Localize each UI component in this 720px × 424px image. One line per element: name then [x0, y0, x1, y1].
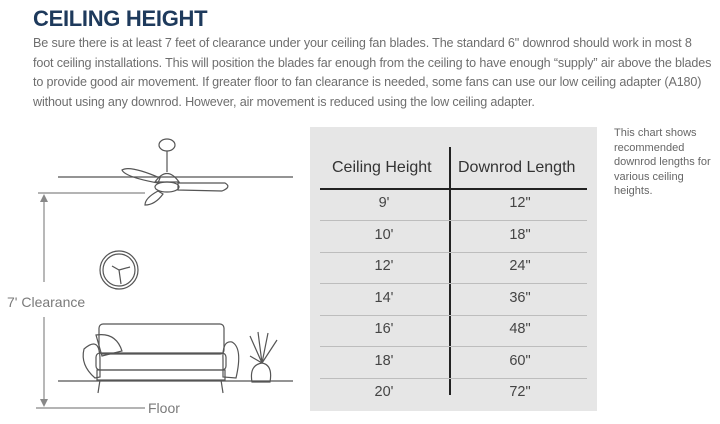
- intro-paragraph: Be sure there is at least 7 feet of clea…: [33, 36, 712, 109]
- cell-downrod-length: 18": [509, 226, 531, 243]
- row-divider: [320, 283, 587, 284]
- clearance-label: 7' Clearance: [7, 294, 86, 310]
- cell-downrod-length: 60": [509, 352, 531, 369]
- cell-ceiling-height: 20': [374, 384, 394, 400]
- row-divider: [320, 377, 587, 379]
- page-title: CEILING HEIGHT: [33, 6, 208, 31]
- room-diagram: [36, 138, 293, 409]
- floor-label: Floor: [148, 400, 180, 416]
- cell-ceiling-height: 12': [374, 258, 394, 274]
- cell-downrod-length: 12": [509, 195, 531, 211]
- downrod-table: Ceiling Height Downrod Length 9' 12" 10' 18…: [310, 127, 597, 411]
- row-divider: [320, 251, 587, 253]
- cell-ceiling-height: 10': [374, 226, 394, 243]
- ceiling-fan-icon: [121, 138, 229, 206]
- cell-downrod-length: 48": [509, 321, 531, 337]
- header-ceiling-height: Ceiling Height: [332, 159, 432, 176]
- row-divider: [320, 346, 587, 347]
- cell-downrod-length: 72": [509, 384, 531, 400]
- row-divider: [320, 220, 587, 221]
- cell-ceiling-height: 18': [374, 352, 394, 369]
- header-divider: [320, 188, 587, 190]
- row-divider: [320, 314, 587, 316]
- column-divider: [449, 147, 451, 395]
- potted-plant-icon: [249, 331, 278, 383]
- cell-downrod-length: 36": [509, 289, 531, 306]
- wall-clock-icon: [99, 250, 139, 290]
- chart-note: This chart shows recommended downrod len…: [614, 127, 711, 197]
- cell-ceiling-height: 9': [378, 195, 390, 211]
- header-downrod-length: Downrod Length: [458, 159, 576, 176]
- cell-ceiling-height: 16': [374, 321, 394, 337]
- sofa-icon: [82, 323, 240, 394]
- cell-ceiling-height: 14': [374, 289, 394, 306]
- cell-downrod-length: 24": [509, 258, 531, 274]
